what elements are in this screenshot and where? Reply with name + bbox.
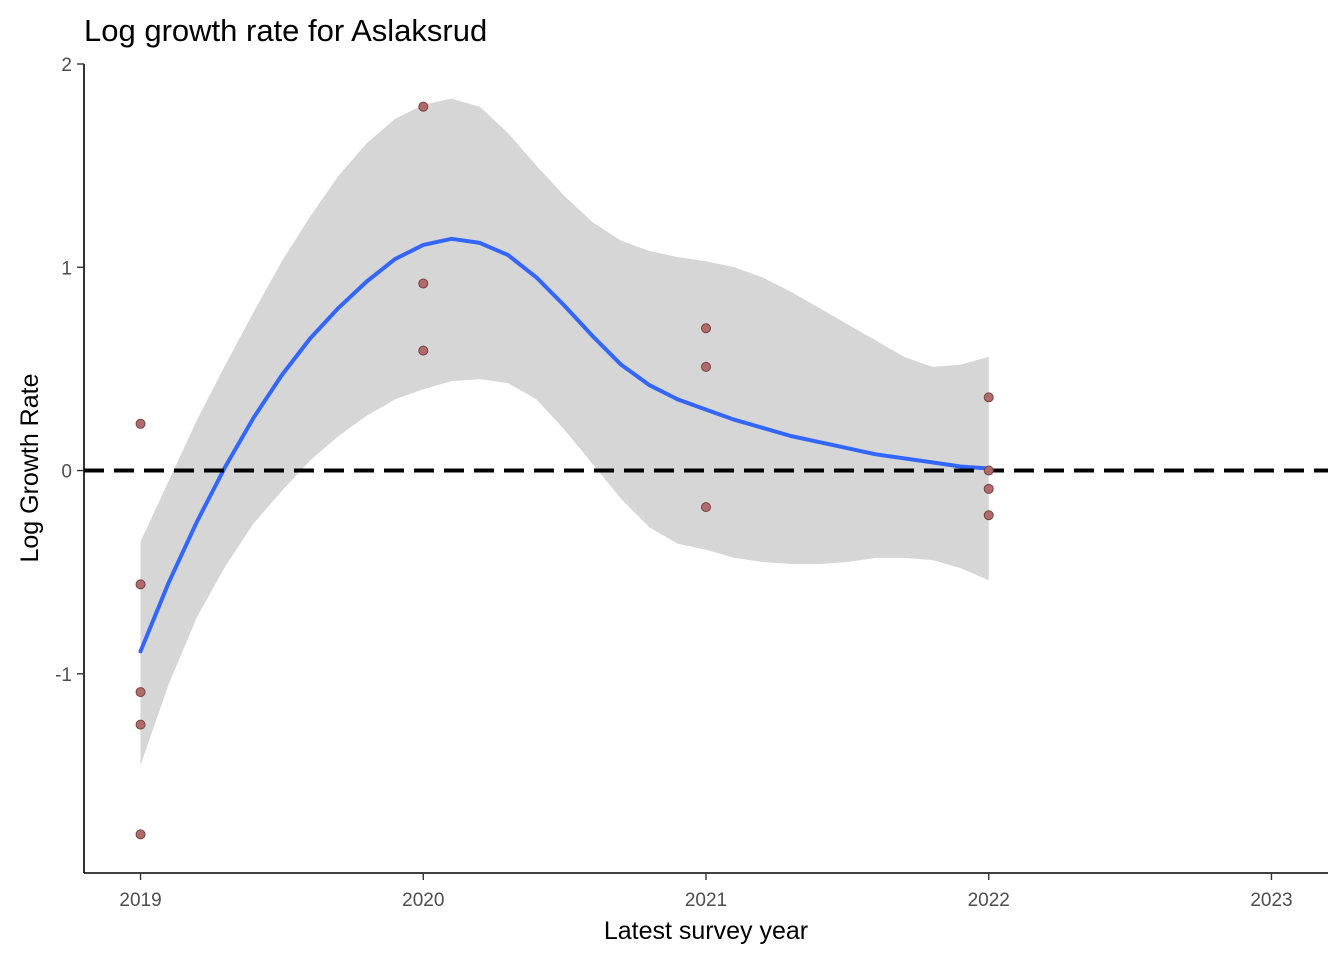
data-point: [135, 829, 146, 840]
data-point: [983, 510, 994, 521]
data-point: [418, 345, 429, 356]
data-point: [983, 392, 994, 403]
x-tick-label: 2019: [119, 890, 161, 911]
data-point: [701, 502, 711, 513]
data-point: [983, 483, 994, 494]
data-point: [418, 101, 429, 112]
smooth-line-layer: [138, 236, 991, 654]
data-point: [135, 719, 146, 730]
y-tick-label: 2: [61, 55, 72, 76]
x-tick-label: 2021: [685, 890, 727, 911]
y-tick-label: 1: [61, 258, 72, 279]
y-axis-title: Log Growth Rate: [16, 374, 44, 563]
chart-title: Log growth rate for Aslaksrud: [84, 13, 487, 48]
data-points-layer: [135, 101, 994, 840]
smooth-trend-line: [138, 236, 991, 654]
y-tick-label: 0: [61, 462, 72, 483]
x-axis-title: Latest survey year: [604, 917, 808, 945]
data-point: [701, 323, 711, 334]
y-tick-label: -1: [55, 665, 72, 686]
data-point: [135, 418, 146, 429]
confidence-band-layer: [140, 98, 989, 766]
data-point: [418, 278, 429, 289]
x-tick-label: 2023: [1250, 890, 1292, 911]
x-ticks: 2019 2020 2021 2022 2023: [119, 873, 1293, 911]
y-ticks: -1 0 1 2: [55, 55, 84, 686]
x-tick-label: 2020: [402, 890, 444, 911]
x-tick-label: 2022: [968, 890, 1010, 911]
data-point: [135, 687, 146, 698]
data-point: [983, 465, 994, 476]
data-point: [135, 579, 146, 590]
confidence-band: [140, 98, 989, 766]
data-point: [701, 361, 711, 372]
